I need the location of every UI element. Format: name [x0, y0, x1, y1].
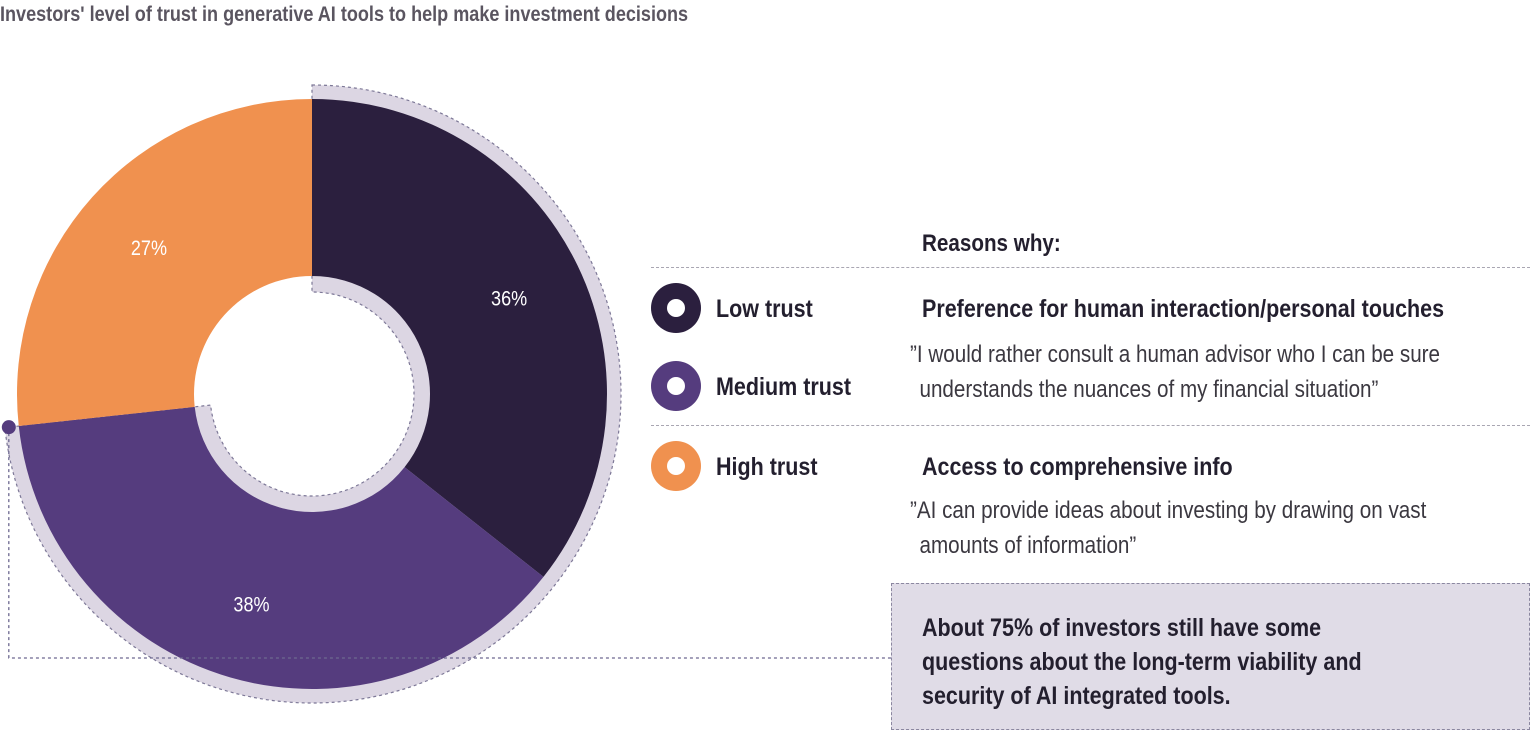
legend-label-high: High trust [716, 453, 818, 481]
slice-medium-trust [18, 406, 544, 689]
slice-label-medium: 38% [233, 593, 269, 617]
legend-marker-medium-icon [651, 361, 701, 411]
reason-title-1: Preference for human interaction/persona… [922, 295, 1529, 324]
slice-label-layer: 36% 38% 27% [131, 237, 527, 617]
reasons-header-text: Reasons why: [922, 230, 1061, 257]
reason-title-2-text: Access to comprehensive info [922, 453, 1233, 481]
callout-line-3: security of AI integrated tools. [922, 682, 1231, 710]
legend-label-low: Low trust [716, 295, 813, 323]
legend-marker-high-icon [651, 441, 701, 491]
reason-title-2: Access to comprehensive info [922, 453, 1283, 482]
divider-middle [651, 425, 1530, 426]
slice-low-trust [312, 99, 607, 577]
slice-label-high: 27% [131, 237, 167, 261]
callout-line-2: questions about the long-term viability … [922, 648, 1362, 676]
callout-connector-dot [1, 420, 16, 435]
chart-title: Investors' level of trust in generative … [0, 3, 689, 26]
slice-high-trust [16, 99, 312, 427]
legend-marker-low-icon [651, 283, 701, 333]
callout-connector-line [8, 427, 891, 659]
callout-box: About 75% of investors still have some q… [891, 583, 1530, 730]
reason-quote-2: ”AI can provide ideas about investing by… [910, 493, 1510, 563]
reasons-header: Reasons why: [922, 230, 1083, 258]
callout-connector-layer [1, 420, 891, 659]
callout-text: About 75% of investors still have some q… [922, 611, 1433, 713]
slice-label-low: 36% [491, 287, 527, 311]
reason-quote-1-line-2: understands the nuances of my financial … [919, 376, 1379, 403]
divider-top [651, 267, 1530, 268]
reason-quote-2-line-1: ”AI can provide ideas about investing by… [910, 497, 1427, 524]
callout-line-1: About 75% of investors still have some [922, 614, 1322, 642]
reason-quote-2-line-2: amounts of information” [919, 532, 1137, 559]
slice-layer [16, 99, 607, 689]
legend-label-medium: Medium trust [716, 373, 851, 401]
reason-quote-1-line-1: ”I would rather consult a human advisor … [910, 341, 1441, 368]
reason-quote-1: ”I would rather consult a human advisor … [910, 337, 1526, 407]
reason-title-1-text: Preference for human interaction/persona… [922, 295, 1445, 323]
